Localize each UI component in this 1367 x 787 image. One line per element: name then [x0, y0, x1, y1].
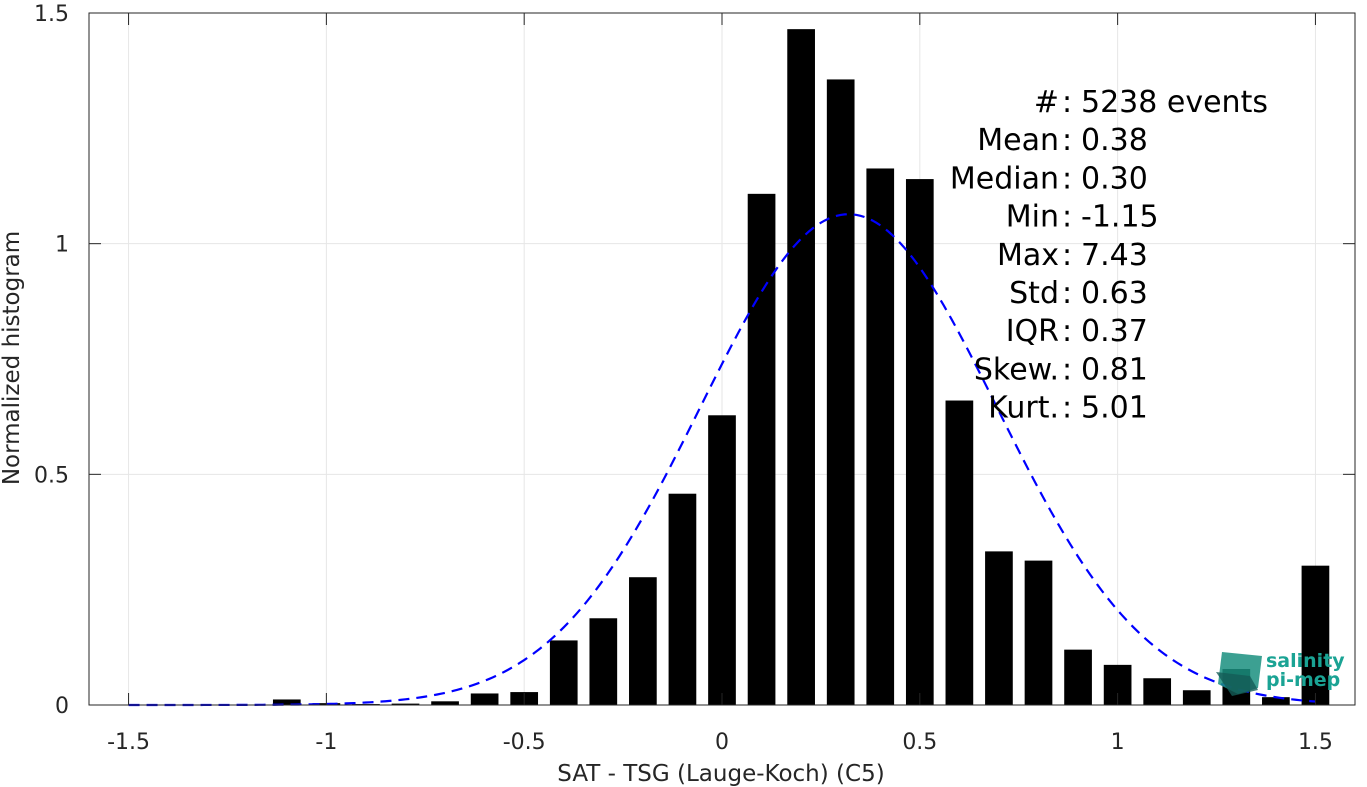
stat-label: Kurt. — [988, 391, 1059, 426]
stat-value: -1.15 — [1081, 200, 1159, 235]
salinity-pi-mep-logo: salinity pi-mep — [1216, 650, 1345, 696]
fit-curve-line — [128, 213, 1316, 707]
bars — [272, 29, 1330, 706]
stat-label: IQR — [1006, 314, 1059, 349]
histogram-bar — [1301, 565, 1330, 705]
histogram-bar — [985, 551, 1013, 705]
stat-value: 0.37 — [1081, 314, 1148, 349]
histogram-bar — [549, 640, 578, 705]
stat-label: Median — [950, 161, 1059, 196]
ticks — [89, 12, 1355, 706]
stat-colon: : — [1062, 391, 1072, 426]
histogram-bar — [747, 193, 776, 706]
histogram-bar — [1262, 697, 1290, 705]
histogram-bar — [629, 577, 657, 705]
x-tick-label: -1 — [315, 730, 337, 755]
x-tick-label: 1 — [1111, 730, 1125, 755]
logo-line2: pi-mep — [1266, 669, 1340, 691]
stat-colon: : — [1062, 352, 1072, 387]
histogram-bar — [1182, 690, 1211, 705]
x-axis-label: SAT - TSG (Lauge-Koch) (C5) — [557, 761, 884, 787]
stat-label: Skew. — [974, 352, 1059, 387]
stat-value: 7.43 — [1081, 238, 1148, 273]
histogram-bar — [470, 693, 499, 705]
histogram-bar — [708, 415, 736, 705]
stat-label: Max — [997, 238, 1059, 273]
stat-colon: : — [1062, 276, 1072, 311]
histogram-bar — [1143, 678, 1172, 705]
stat-colon: : — [1062, 200, 1072, 235]
y-tick-label: 0.5 — [34, 463, 69, 488]
stat-colon: : — [1062, 161, 1072, 196]
stat-colon: : — [1062, 85, 1072, 120]
histogram-bar — [272, 699, 301, 705]
stat-label: Mean — [977, 123, 1059, 158]
stat-value: 0.81 — [1081, 352, 1148, 387]
stat-label: Std — [1009, 276, 1059, 311]
histogram-bar — [1064, 649, 1092, 705]
x-tick-label: 0.5 — [902, 730, 937, 755]
x-tick-label: -0.5 — [503, 730, 546, 755]
y-tick-label: 1 — [55, 233, 69, 258]
stat-value: 0.63 — [1081, 276, 1148, 311]
logo-line1: salinity — [1266, 650, 1345, 672]
stat-label: # — [1034, 85, 1059, 120]
x-tick-label: 1.5 — [1298, 730, 1333, 755]
x-tick-labels: -1.5 -1 -0.5 0 0.5 1 1.5 — [107, 730, 1333, 755]
stat-value: 5.01 — [1081, 391, 1148, 426]
histogram-bar — [905, 179, 934, 705]
stat-colon: : — [1062, 314, 1072, 349]
x-tick-label: -1.5 — [107, 730, 150, 755]
stat-label: Min — [1006, 200, 1059, 235]
stat-colon: : — [1062, 238, 1072, 273]
histogram-bar — [945, 400, 974, 705]
histogram-bar — [391, 703, 420, 705]
histogram-bar — [826, 79, 855, 705]
y-axis-label: Normalized histogram — [0, 231, 25, 485]
y-tick-labels: 0 0.5 1 1.5 — [34, 2, 69, 719]
histogram-bar — [431, 701, 459, 705]
histogram-bar — [1024, 560, 1053, 705]
y-tick-label: 0 — [55, 694, 69, 719]
histogram-bar — [589, 618, 618, 705]
stat-colon: : — [1062, 123, 1072, 158]
histogram-bar — [668, 493, 697, 705]
stat-value: 0.30 — [1081, 161, 1148, 196]
histogram-bar — [866, 168, 895, 705]
stat-value: 5238 events — [1081, 85, 1268, 120]
x-tick-label: 0 — [715, 730, 729, 755]
histogram-bar — [787, 29, 815, 705]
stat-value: 0.38 — [1081, 123, 1148, 158]
y-tick-label: 1.5 — [34, 2, 69, 27]
logo-shape-dark-icon — [1216, 672, 1258, 696]
